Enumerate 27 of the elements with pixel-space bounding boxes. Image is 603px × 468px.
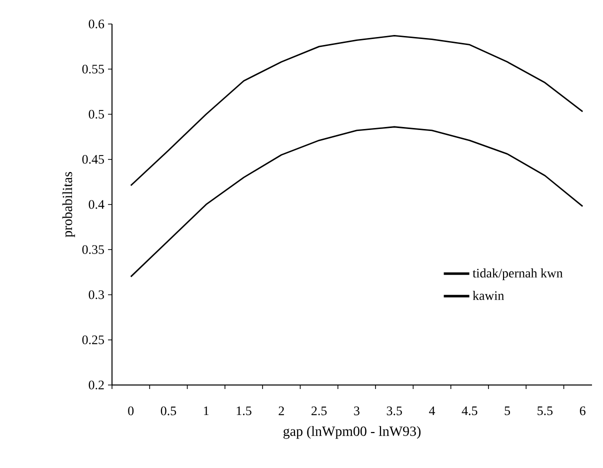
y-axis-title: probabilitas (62, 172, 75, 238)
y-tick-label: 0.35 (82, 245, 104, 254)
y-tick-label: 0.55 (82, 64, 104, 74)
legend-label: kawin (472, 290, 504, 300)
x-tick-label: 1 (204, 406, 209, 416)
x-tick-label: 3.5 (386, 406, 402, 416)
y-tick-label: 0.25 (82, 335, 104, 344)
x-tick-label: 2 (278, 406, 284, 416)
y-tick-label: 0.45 (82, 154, 104, 164)
y-tick-label: 0.6 (88, 20, 104, 28)
x-axis-title: gap (lnWpm00 - lnW93) (283, 426, 421, 439)
x-tick-label: 0 (128, 406, 134, 416)
y-tick-label: 0.3 (88, 290, 104, 300)
y-tick-label: 0.2 (88, 380, 104, 390)
legend-label: tidak/pernah kwn (472, 268, 563, 280)
x-tick-label: 3 (354, 406, 360, 416)
y-tick-label: 0.4 (88, 200, 104, 209)
x-tick-label: 2.5 (312, 406, 327, 416)
x-tick-label: 5 (504, 406, 510, 416)
x-tick-label: 4.5 (462, 406, 478, 416)
x-tick-label: 6 (580, 406, 586, 416)
x-tick-label: 1.5 (236, 406, 252, 416)
x-tick-label: 0.5 (160, 406, 176, 416)
x-tick-label: 4 (429, 406, 436, 416)
line-series (130, 35, 584, 186)
x-tick-label: 5.5 (538, 406, 553, 416)
y-tick-label: 0.5 (88, 110, 104, 119)
